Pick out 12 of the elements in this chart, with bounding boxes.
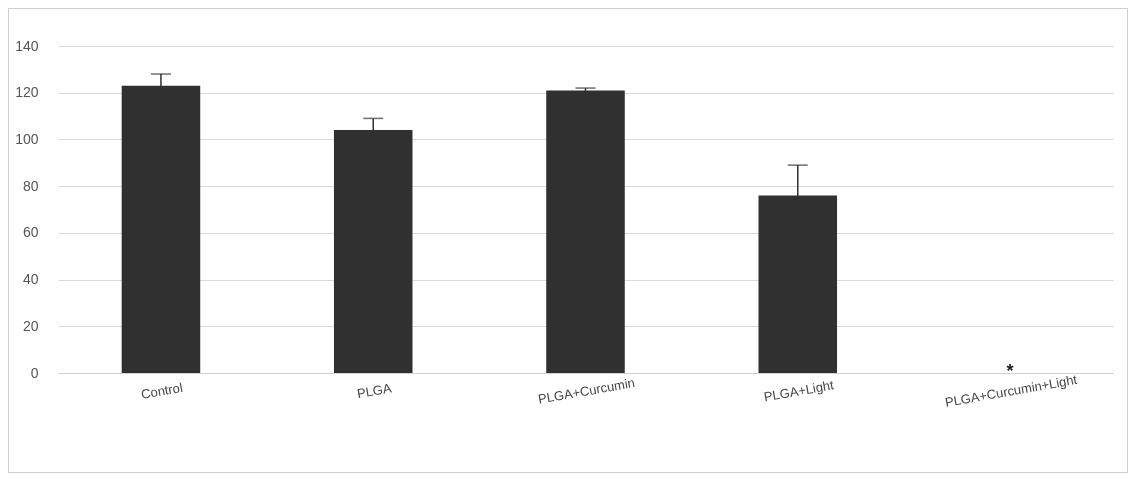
annotation: *	[1006, 361, 1014, 381]
y-tick-label: 60	[22, 224, 39, 241]
y-tick-label: 80	[22, 177, 39, 194]
y-tick-label: 100	[15, 130, 39, 147]
y-tick-label: 20	[22, 317, 39, 334]
y-tick-label: 40	[22, 271, 39, 288]
y-tick-label: 140	[15, 37, 39, 54]
x-tick-label: Control	[139, 379, 184, 402]
x-tick-label: PLGA+Light	[762, 377, 836, 405]
x-tick-label: PLGA	[355, 380, 393, 402]
y-tick-label: 120	[15, 84, 39, 101]
y-tick-label: 0	[30, 364, 39, 381]
